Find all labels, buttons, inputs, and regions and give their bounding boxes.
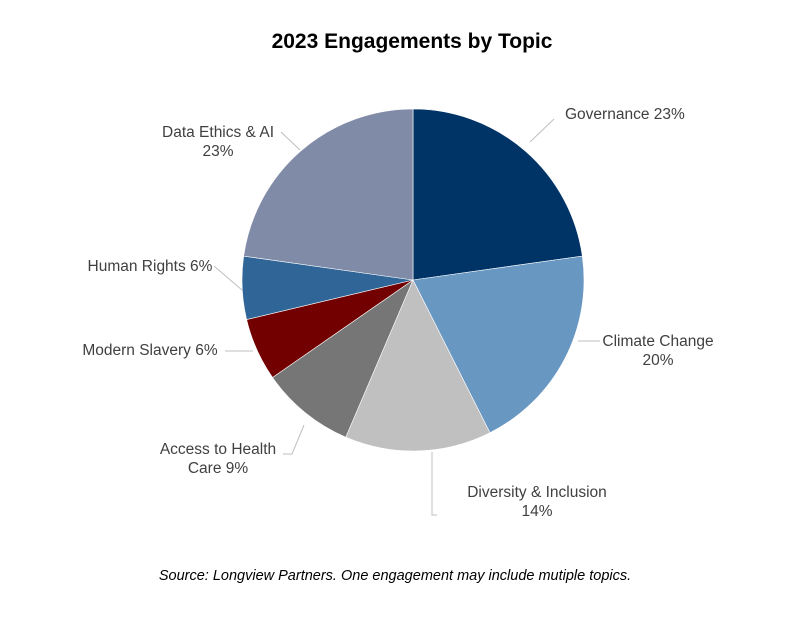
- leader-line-governance: [529, 118, 555, 143]
- slice-label-access-to-health-care: Access to Health Care 9%: [160, 441, 276, 477]
- leader-line-diversity-inclusion: [431, 452, 437, 516]
- slice-label-diversity-inclusion: Diversity & Inclusion 14%: [467, 484, 607, 520]
- slice-label-line: Access to Health: [160, 441, 276, 458]
- chart-title: 2023 Engagements by Topic: [272, 30, 553, 53]
- slice-label-line: 23%: [202, 143, 233, 160]
- slice-label-line: 20%: [642, 352, 673, 369]
- slice-label-line: Governance 23%: [565, 106, 685, 123]
- pie-slice-climate-change: [412, 255, 585, 434]
- slice-label-governance: Governance 23%: [565, 106, 685, 123]
- slice-label-modern-slavery: Modern Slavery 6%: [82, 342, 217, 359]
- pie-slice-access-to-health-care: [272, 279, 414, 438]
- slice-label-line: Modern Slavery 6%: [82, 342, 217, 359]
- slice-label-line: Human Rights 6%: [88, 258, 213, 275]
- slice-label-line: Data Ethics & AI: [162, 124, 274, 141]
- pie-slice-diversity-inclusion: [345, 279, 491, 452]
- slice-label-human-rights: Human Rights 6%: [88, 258, 213, 275]
- leader-lines: [213, 118, 600, 516]
- slice-label-data-ethics-ai: Data Ethics & AI 23%: [162, 124, 274, 160]
- pie-slice-data-ethics-ai: [243, 108, 414, 281]
- slice-label-line: Care 9%: [188, 460, 249, 477]
- leader-line-human-rights: [213, 265, 243, 291]
- slice-labels: Governance 23% Climate Change 20% Diversity…: [82, 106, 713, 520]
- slice-label-line: Diversity & Inclusion: [467, 484, 607, 501]
- slice-label-line: Climate Change: [602, 333, 713, 350]
- pie-slices: [241, 108, 585, 452]
- leader-line-data-ethics-ai: [280, 131, 301, 151]
- pie-slice-governance: [412, 108, 583, 281]
- slice-label-climate-change: Climate Change 20%: [602, 333, 713, 369]
- slice-label-line: 14%: [521, 503, 552, 520]
- source-note: Source: Longview Partners. One engagemen…: [159, 568, 631, 584]
- leader-line-access-to-health-care: [283, 424, 305, 455]
